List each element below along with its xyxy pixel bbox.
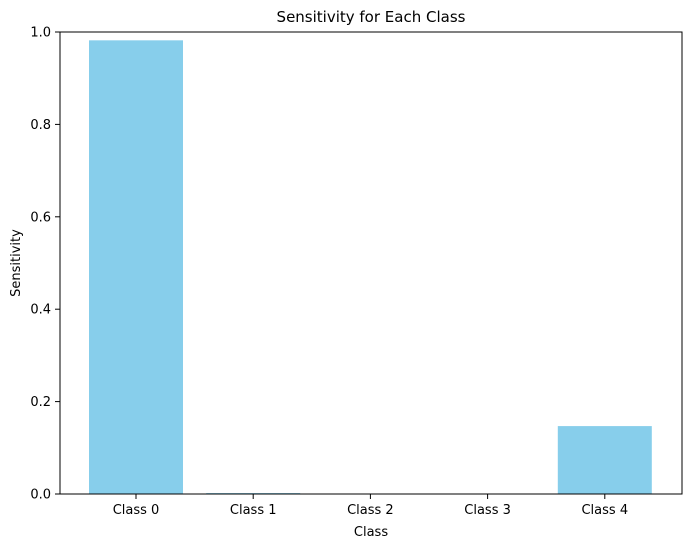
bars-group — [89, 40, 652, 494]
chart-title: Sensitivity for Each Class — [277, 8, 466, 26]
x-tick-label: Class 1 — [230, 503, 277, 518]
y-tick-label: 0.6 — [30, 210, 51, 225]
y-axis-ticks: 0.0 0.2 0.4 0.6 0.8 1.0 — [30, 26, 60, 503]
bar-class-4 — [557, 426, 652, 494]
x-axis-label: Class — [354, 525, 388, 540]
x-tick-label: Class 0 — [113, 503, 160, 518]
y-tick-label: 0.0 — [30, 488, 51, 503]
x-tick-label: Class 3 — [464, 503, 511, 518]
y-tick-label: 0.2 — [30, 395, 51, 410]
bar-class-0 — [89, 40, 183, 494]
y-tick-label: 1.0 — [30, 26, 51, 41]
x-tick-label: Class 4 — [581, 503, 628, 518]
y-axis-label: Sensitivity — [9, 229, 24, 297]
y-tick-label: 0.8 — [30, 118, 51, 133]
y-tick-label: 0.4 — [30, 303, 51, 318]
x-tick-label: Class 2 — [347, 503, 394, 518]
x-axis-ticks: Class 0 Class 1 Class 2 Class 3 Class 4 — [113, 494, 628, 518]
plot-frame — [59, 31, 683, 495]
